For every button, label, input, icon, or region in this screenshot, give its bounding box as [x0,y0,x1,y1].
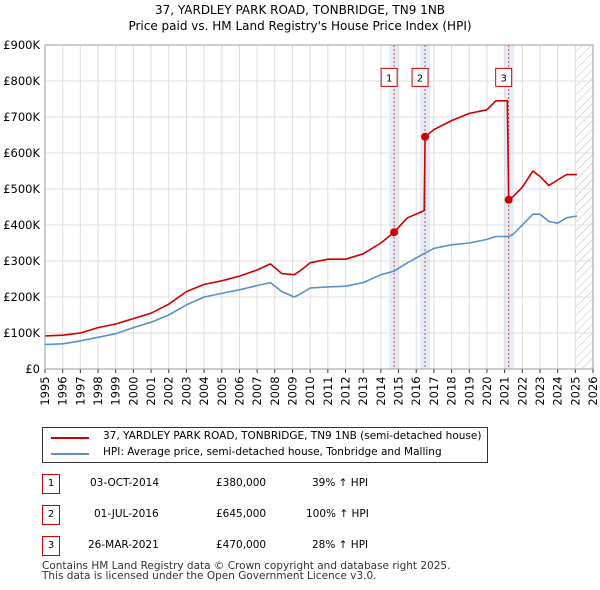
forecast-hatch-region [575,45,593,369]
transaction-number-badge: 3 [42,536,60,556]
sale-marker-box [495,67,513,87]
y-tick-label: £900K [3,38,40,52]
transaction-hpi-change: 100% ↑ HPI [306,508,369,520]
legend-label-hpi: HPI: Average price, semi-detached house,… [103,446,442,458]
x-tick-label: 1996 [56,376,70,405]
price-chart: 37, YARDLEY PARK ROAD, TONBRIDGE, TN9 1N… [3,3,600,406]
x-tick-label: 2005 [215,376,229,405]
x-tick-label: 1999 [109,376,123,405]
transaction-date: 03-OCT-2014 [90,477,159,489]
footer-attribution: Contains HM Land Registry data © Crown c… [42,560,451,582]
legend-swatch-price [51,437,89,439]
y-tick-label: £600K [3,146,40,160]
chart-legend: 37, YARDLEY PARK ROAD, TONBRIDGE, TN9 1N… [42,427,488,463]
x-tick-label: 1997 [73,376,87,405]
legend-label-price: 37, YARDLEY PARK ROAD, TONBRIDGE, TN9 1N… [103,430,482,442]
transaction-price: £645,000 [216,508,267,520]
y-tick-label: £400K [3,218,40,232]
transaction-date: 01-JUL-2016 [94,508,159,520]
transaction-number-badge: 1 [42,474,60,494]
transaction-price: £470,000 [216,539,267,551]
legend-swatch-hpi [51,453,89,455]
chart-title: 37, YARDLEY PARK ROAD, TONBRIDGE, TN9 1N… [155,3,445,17]
sale-marker-label: 1 [386,73,392,84]
x-tick-label: 2026 [586,376,600,405]
x-tick-label: 2025 [568,376,582,405]
x-tick-label: 2002 [162,376,176,405]
sale-point [504,195,513,204]
y-tick-label: £300K [3,254,40,268]
x-tick-label: 2011 [321,376,335,405]
x-tick-label: 2006 [232,376,246,405]
x-tick-label: 2021 [498,376,512,405]
y-tick-label: £200K [3,290,40,304]
y-tick-label: £0 [25,362,40,376]
x-tick-label: 2018 [445,376,459,405]
x-tick-label: 2022 [515,376,529,405]
plot-area [45,45,593,369]
x-tick-label: 2004 [197,376,211,405]
x-tick-label: 2010 [303,376,317,405]
x-tick-label: 2012 [339,376,353,405]
x-tick-label: 1998 [91,376,105,405]
x-tick-label: 2000 [126,376,140,405]
sale-point [421,132,430,141]
x-tick-label: 2008 [268,376,282,405]
sale-marker-box [411,67,429,87]
y-tick-label: £800K [3,74,40,88]
transaction-price: £380,000 [216,477,267,489]
transaction-number-badge: 2 [42,505,60,525]
x-tick-label: 2001 [144,376,158,405]
x-tick-label: 2016 [409,376,423,405]
x-tick-label: 2014 [374,376,388,405]
transaction-date: 26-MAR-2021 [88,539,159,551]
sale-marker-box [380,67,398,87]
x-tick-label: 2024 [551,376,565,405]
transaction-hpi-change: 39% ↑ HPI [312,477,369,489]
x-tick-label: 2003 [179,376,193,405]
x-tick-label: 2020 [480,376,494,405]
y-tick-label: £100K [3,326,40,340]
x-tick-label: 2015 [392,376,406,405]
footer-line-licence: This data is licensed under the Open Gov… [42,570,377,582]
plot-frame [44,44,594,370]
x-tick-label: 2019 [462,376,476,405]
chart-subtitle: Price paid vs. HM Land Registry's House … [128,19,471,33]
x-tick-label: 2007 [250,376,264,405]
x-tick-label: 2013 [356,376,370,405]
y-tick-label: £700K [3,110,40,124]
price-paid-line [44,100,578,337]
sale-marker-label: 2 [417,73,423,84]
x-tick-label: 2023 [533,376,547,405]
transaction-hpi-change: 28% ↑ HPI [312,539,369,551]
sale-marker-label: 3 [500,73,506,84]
y-tick-label: £500K [3,182,40,196]
hpi-line [44,213,578,346]
sale-point [390,228,399,237]
x-tick-label: 1995 [38,376,52,405]
footer-line-copyright: Contains HM Land Registry data © Crown c… [42,560,451,572]
x-tick-label: 2009 [285,376,299,405]
x-tick-label: 2017 [427,376,441,405]
